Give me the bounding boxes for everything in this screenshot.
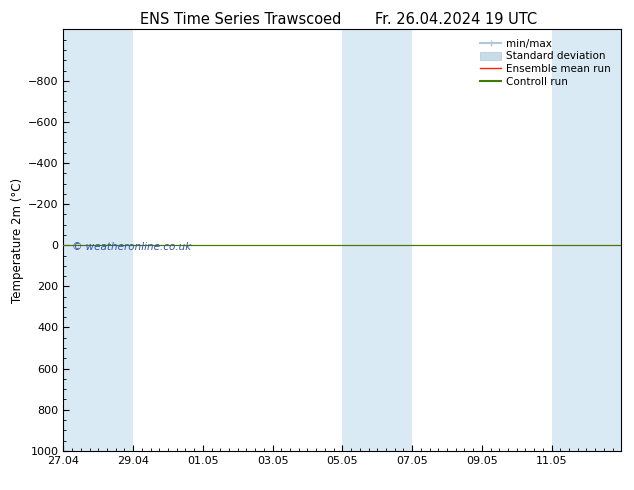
- Y-axis label: Temperature 2m (°C): Temperature 2m (°C): [11, 177, 24, 303]
- Text: © weatheronline.co.uk: © weatheronline.co.uk: [72, 242, 191, 252]
- Text: Fr. 26.04.2024 19 UTC: Fr. 26.04.2024 19 UTC: [375, 12, 538, 27]
- Bar: [98, 29, 133, 451]
- Bar: [63, 29, 98, 451]
- Bar: [342, 29, 377, 451]
- Bar: [377, 29, 412, 451]
- Bar: [552, 29, 586, 451]
- Bar: [586, 29, 621, 451]
- Text: ENS Time Series Trawscoed: ENS Time Series Trawscoed: [140, 12, 342, 27]
- Legend: min/max, Standard deviation, Ensemble mean run, Controll run: min/max, Standard deviation, Ensemble me…: [479, 37, 613, 89]
